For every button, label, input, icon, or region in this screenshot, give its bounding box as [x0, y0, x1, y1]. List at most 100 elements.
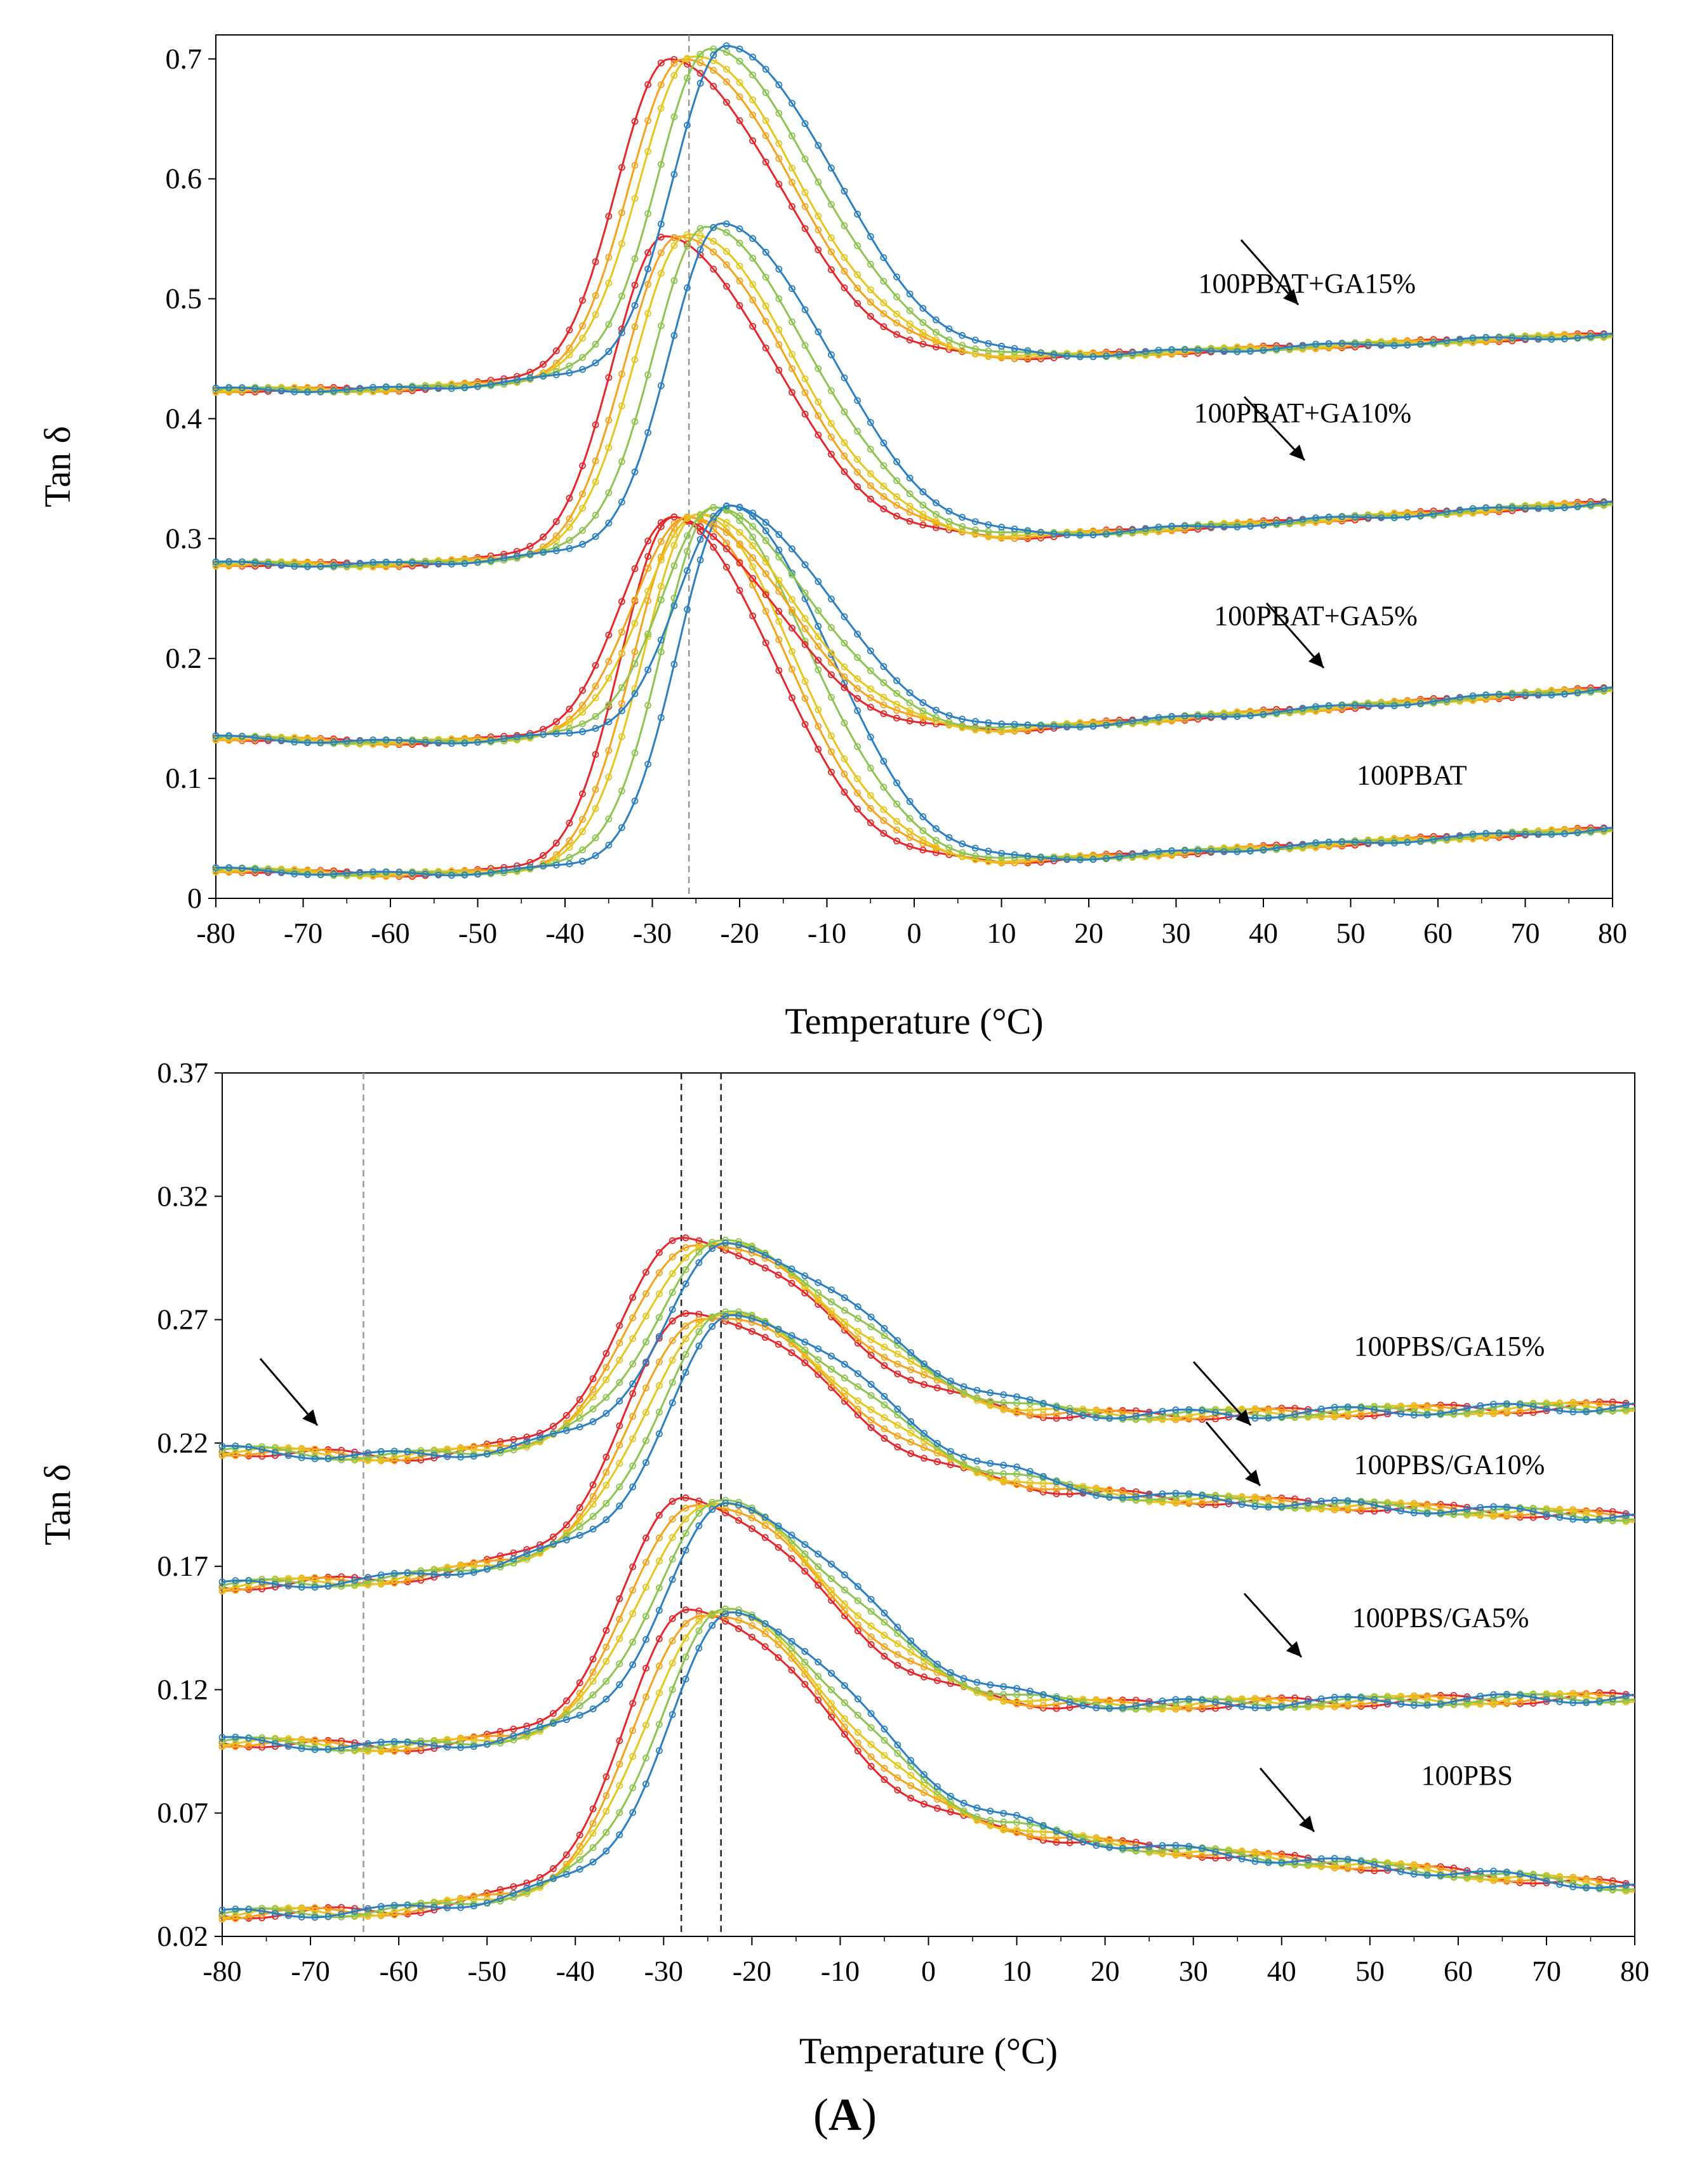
- arrow-head-icon: [1245, 1469, 1260, 1486]
- series-marker: [1534, 831, 1542, 838]
- series-marker: [788, 1265, 795, 1273]
- series-marker: [670, 660, 678, 668]
- series-marker: [815, 226, 822, 234]
- series-marker: [644, 553, 651, 560]
- series-marker: [722, 1244, 729, 1251]
- series-marker: [1225, 1701, 1232, 1708]
- series-marker: [1543, 1873, 1550, 1881]
- series-marker: [642, 1358, 649, 1366]
- series-group: [218, 1494, 1635, 1755]
- series-marker: [841, 1323, 848, 1331]
- series-marker: [788, 285, 795, 292]
- series-marker: [749, 1246, 755, 1253]
- series-marker: [828, 451, 835, 458]
- series-marker: [1574, 689, 1581, 696]
- series-marker: [1291, 1858, 1298, 1865]
- series-marker: [933, 329, 940, 336]
- x-tick-label: -30: [644, 1955, 683, 1987]
- x-tick-label: -40: [556, 1955, 595, 1987]
- series-marker: [684, 567, 691, 575]
- series-marker: [448, 872, 455, 879]
- series-marker: [669, 1498, 676, 1505]
- series-marker: [749, 1514, 755, 1522]
- series-marker: [1595, 1698, 1603, 1705]
- series-marker: [589, 1500, 597, 1508]
- series-marker: [973, 1387, 981, 1394]
- series-marker: [629, 1809, 636, 1816]
- series-marker: [616, 1660, 623, 1667]
- series-marker: [828, 420, 835, 427]
- series-marker: [735, 1241, 742, 1249]
- series-marker: [867, 1608, 875, 1615]
- series-marker: [867, 1313, 875, 1321]
- series-marker: [1482, 830, 1490, 837]
- series-marker: [1093, 1842, 1100, 1849]
- series-marker: [356, 869, 364, 876]
- series-marker: [736, 559, 743, 567]
- series-marker: [642, 1665, 649, 1672]
- series-marker: [562, 1851, 570, 1858]
- series-marker: [657, 220, 665, 228]
- series-marker: [1338, 513, 1346, 521]
- series-marker: [669, 1379, 676, 1386]
- series-marker: [894, 1750, 902, 1757]
- series-marker: [998, 849, 1005, 857]
- series-marker: [1569, 1691, 1577, 1698]
- series-marker: [618, 598, 625, 605]
- series-marker: [605, 701, 613, 709]
- series-marker: [959, 523, 966, 530]
- series-marker: [828, 351, 835, 359]
- series-marker: [1516, 1870, 1524, 1878]
- series-marker: [562, 1536, 570, 1543]
- series-marker: [311, 1583, 319, 1591]
- series-marker: [592, 751, 599, 758]
- series-marker: [1208, 848, 1214, 855]
- series-marker: [351, 1451, 358, 1459]
- x-tick-label: 0: [907, 917, 922, 949]
- series-marker: [1404, 701, 1411, 709]
- series-marker: [631, 117, 639, 125]
- series-marker: [1534, 505, 1542, 512]
- series-marker: [461, 384, 469, 392]
- series-marker: [985, 521, 992, 528]
- series-marker: [1225, 1493, 1232, 1501]
- series-marker: [854, 1397, 862, 1404]
- series-marker: [854, 707, 861, 714]
- series-marker: [1587, 333, 1595, 340]
- series-marker: [1609, 1883, 1616, 1891]
- series-marker: [841, 1294, 848, 1302]
- series-marker: [919, 707, 927, 715]
- series-marker: [736, 239, 743, 247]
- series-marker: [589, 1830, 597, 1837]
- series-marker: [277, 387, 285, 395]
- series-marker: [1469, 334, 1477, 342]
- series-marker: [684, 547, 691, 555]
- series-marker: [1569, 1508, 1577, 1515]
- series-marker: [801, 721, 809, 728]
- series-marker: [576, 1396, 583, 1403]
- series-marker: [1194, 712, 1202, 720]
- series-marker: [1286, 842, 1293, 849]
- series-marker: [669, 1306, 676, 1314]
- series-group: [212, 42, 1613, 396]
- series-marker: [919, 340, 927, 348]
- series-marker: [616, 1595, 623, 1602]
- series-marker: [973, 1813, 981, 1820]
- series-marker: [854, 675, 861, 682]
- series-marker: [971, 526, 979, 533]
- series-marker: [722, 1500, 729, 1507]
- series-marker: [1357, 1701, 1365, 1708]
- series-marker: [1463, 1505, 1471, 1513]
- series-marker: [644, 265, 651, 273]
- series-marker: [880, 254, 888, 262]
- series-marker: [881, 1736, 888, 1744]
- series-marker: [998, 523, 1005, 531]
- series-marker: [526, 543, 534, 550]
- series-marker: [1443, 696, 1451, 703]
- series-marker: [788, 596, 795, 603]
- series-marker: [1106, 1410, 1113, 1417]
- series-marker: [854, 695, 861, 702]
- series-marker: [1220, 713, 1228, 721]
- series-marker: [959, 514, 966, 521]
- series-marker: [1053, 1695, 1060, 1702]
